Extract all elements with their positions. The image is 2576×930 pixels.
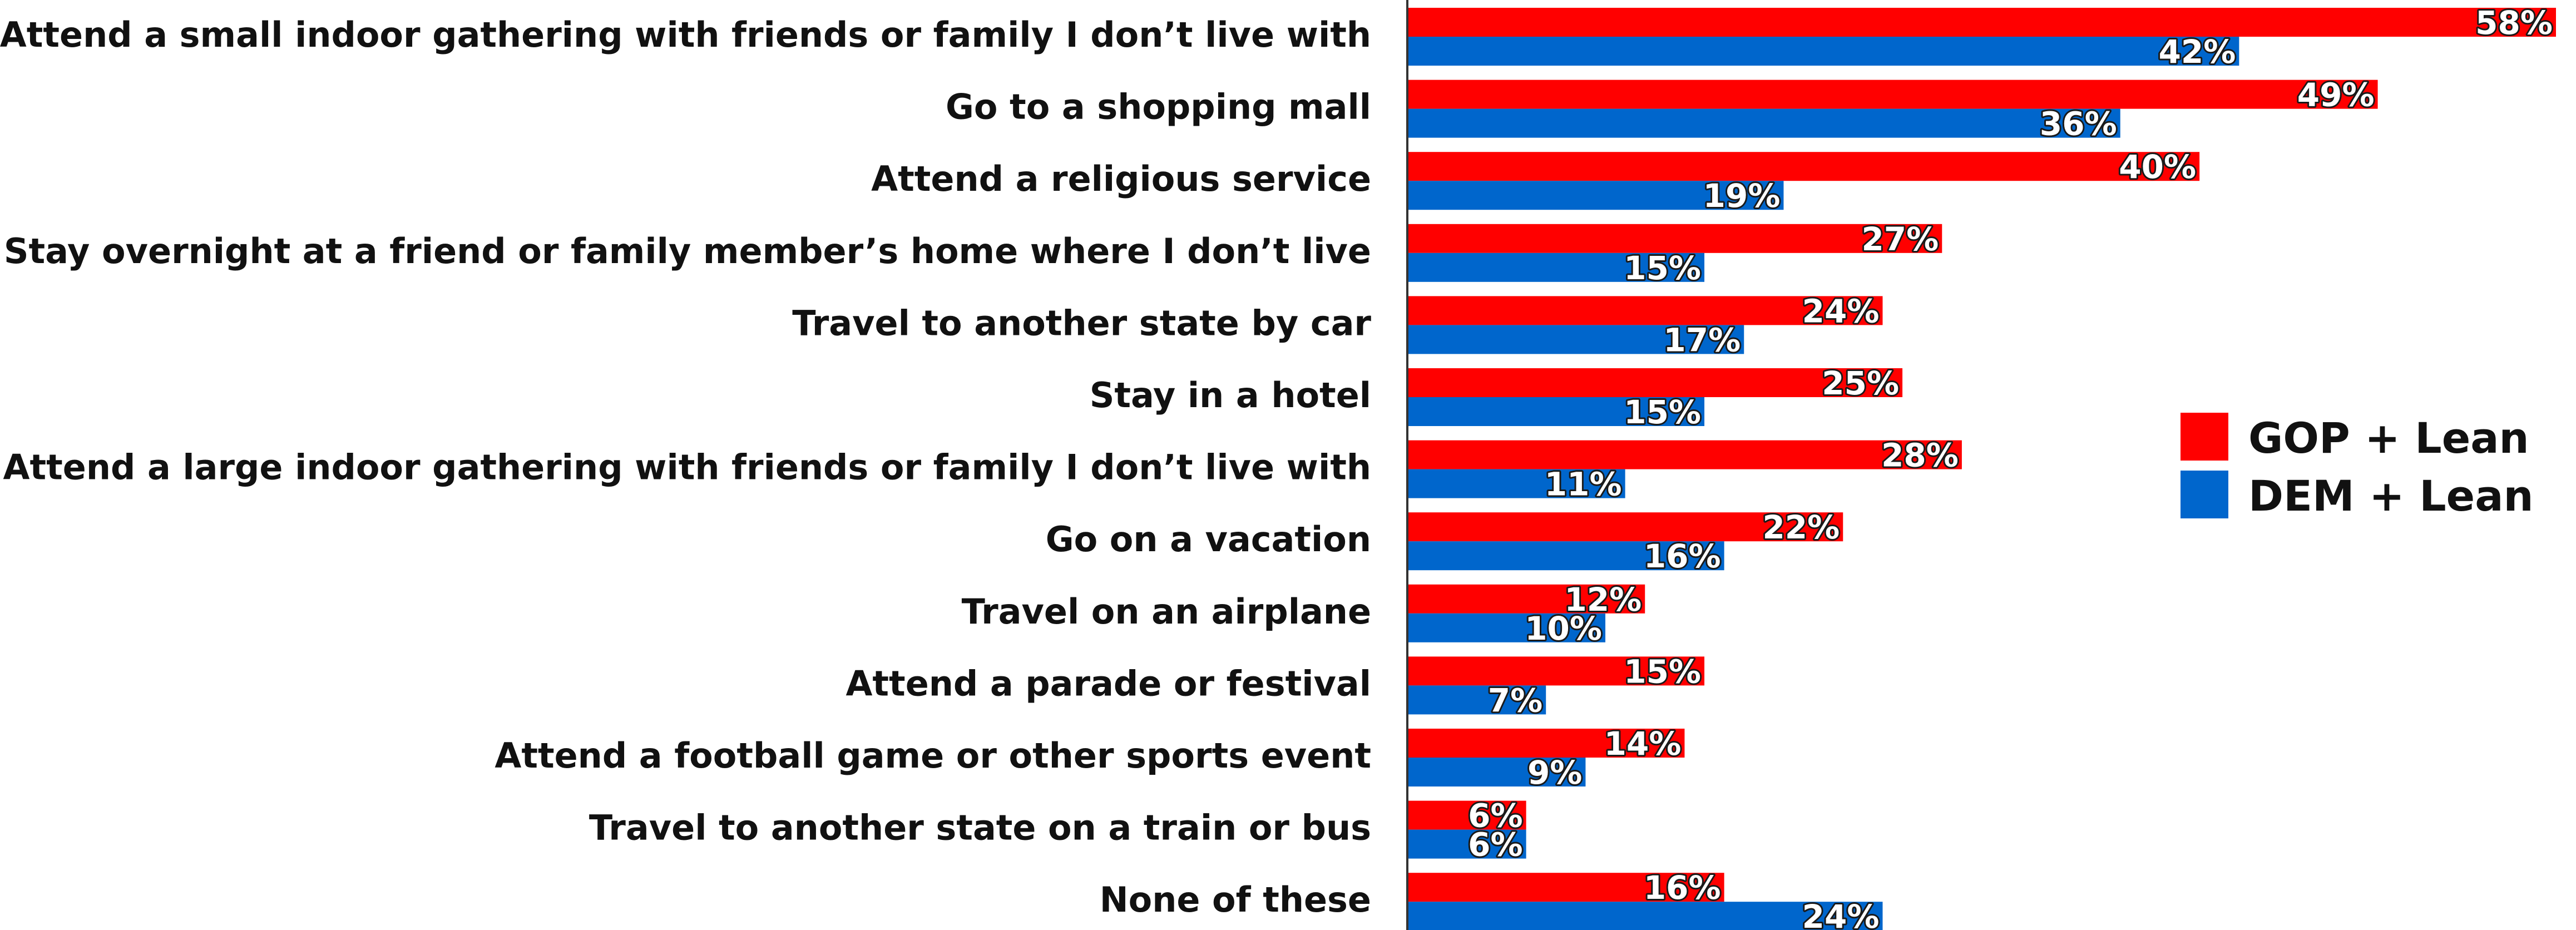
data-label-dem: 6% — [1468, 826, 1522, 864]
bar-gop — [1407, 873, 1724, 902]
bar-dem — [1407, 469, 1625, 498]
bar-gop — [1407, 368, 1903, 397]
bar-dem — [1407, 37, 2239, 66]
data-label-dem: 36% — [2040, 105, 2117, 143]
legend-label-dem: DEM + Lean — [2248, 471, 2534, 521]
data-label-gop: 16% — [1644, 869, 1721, 907]
data-label-dem: 15% — [1624, 249, 1701, 287]
category-label: Stay in a hotel — [1090, 375, 1371, 415]
category-label: Attend a small indoor gathering with fri… — [0, 14, 1371, 55]
bar-gop — [1407, 152, 2200, 181]
category-label: Attend a parade or festival — [846, 663, 1371, 704]
data-label-dem: 11% — [1545, 466, 1622, 503]
bar-gop — [1407, 8, 2556, 37]
data-label-gop: 12% — [1564, 581, 1641, 619]
bar-dem — [1407, 397, 1705, 426]
category-label: Attend a religious service — [871, 159, 1371, 199]
legend-swatch-dem — [2181, 471, 2228, 518]
category-label: None of these — [1100, 879, 1371, 920]
data-label-gop: 49% — [2297, 76, 2375, 114]
category-label: Attend a football game or other sports e… — [495, 735, 1371, 776]
data-label-gop: 6% — [1468, 797, 1522, 835]
legend-label-gop: GOP + Lean — [2248, 413, 2529, 463]
bar-gop — [1407, 729, 1685, 758]
data-label-gop: 15% — [1624, 652, 1701, 690]
data-label-dem: 16% — [1644, 537, 1721, 575]
bar-dem — [1407, 253, 1705, 282]
data-label-gop: 28% — [1881, 437, 1959, 474]
bar-dem — [1407, 325, 1744, 354]
bar-dem — [1407, 613, 1606, 642]
data-label-dem: 9% — [1527, 754, 1582, 792]
legend-swatch-gop — [2181, 413, 2228, 461]
bar-dem — [1407, 829, 1526, 859]
data-label-gop: 14% — [1604, 725, 1682, 763]
category-label: Go on a vacation — [1046, 519, 1371, 560]
category-label: Travel on an airplane — [962, 591, 1371, 632]
data-label-dem: 17% — [1663, 321, 1741, 359]
bar-dem — [1407, 758, 1586, 786]
bar-dem — [1407, 181, 1784, 210]
data-label-dem: 15% — [1624, 393, 1701, 431]
bar-dem — [1407, 685, 1546, 715]
category-label: Attend a large indoor gathering with fri… — [3, 447, 1371, 488]
bar-gop — [1407, 80, 2378, 109]
data-label-dem: 24% — [1802, 898, 1880, 930]
category-label: Stay overnight at a friend or family mem… — [4, 231, 1371, 271]
data-label-gop: 58% — [2475, 4, 2553, 42]
data-label-gop: 22% — [1762, 508, 1840, 546]
bar-gop — [1407, 512, 1843, 542]
bar-gop — [1407, 224, 1942, 253]
data-label-gop: 24% — [1802, 292, 1880, 330]
bar-gop — [1407, 440, 1962, 469]
bar-dem — [1407, 541, 1724, 571]
category-label: Go to a shopping mall — [946, 87, 1371, 127]
data-label-dem: 10% — [1525, 610, 1602, 647]
category-label: Travel to another state by car — [792, 303, 1371, 343]
data-label-gop: 40% — [2119, 148, 2196, 186]
data-label-gop: 27% — [1861, 220, 1939, 258]
data-label-gop: 25% — [1822, 364, 1899, 402]
bar-gop — [1407, 584, 1645, 614]
data-label-dem: 19% — [1703, 177, 1781, 215]
bar-gop — [1407, 800, 1526, 830]
data-label-dem: 7% — [1488, 681, 1542, 719]
data-label-dem: 42% — [2159, 33, 2236, 71]
bar-dem — [1407, 902, 1883, 930]
category-label: Travel to another state on a train or bu… — [589, 808, 1371, 848]
bar-gop — [1407, 296, 1883, 325]
bar-dem — [1407, 108, 2120, 138]
bar-gop — [1407, 656, 1705, 686]
